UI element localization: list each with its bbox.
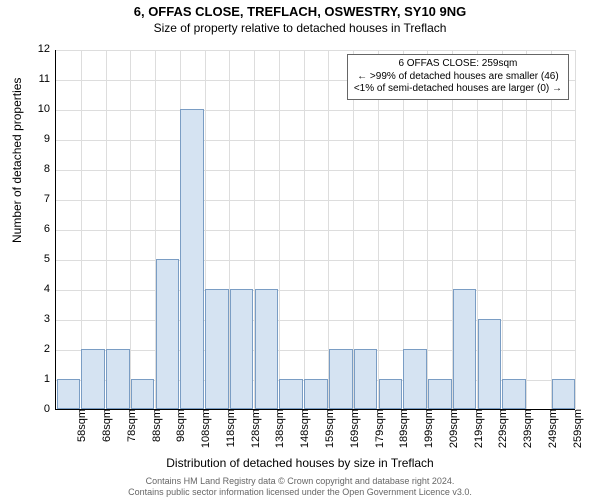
histogram-bar <box>403 349 427 409</box>
gridline-horizontal <box>56 260 575 261</box>
x-tick-label: 138sqm <box>270 409 286 448</box>
histogram-bar <box>329 349 353 409</box>
gridline-horizontal <box>56 230 575 231</box>
plot: 012345678910111258sqm68sqm78sqm88sqm98sq… <box>55 50 575 410</box>
gridline-horizontal <box>56 290 575 291</box>
x-tick-label: 159sqm <box>320 409 336 448</box>
histogram-bar <box>354 349 378 409</box>
x-tick-label: 199sqm <box>419 409 435 448</box>
y-tick-label: 6 <box>44 223 56 235</box>
gridline-vertical <box>575 50 576 409</box>
x-tick-label: 58sqm <box>72 409 88 442</box>
histogram-bar <box>131 379 155 409</box>
histogram-bar <box>81 349 105 409</box>
histogram-bar <box>478 319 502 409</box>
x-tick-label: 229sqm <box>493 409 509 448</box>
gridline-vertical <box>279 50 280 409</box>
x-tick-label: 209sqm <box>444 409 460 448</box>
histogram-bar <box>230 289 254 409</box>
x-tick-label: 118sqm <box>221 409 237 447</box>
plot-area: 012345678910111258sqm68sqm78sqm88sqm98sq… <box>55 50 575 410</box>
annotation-line: <1% of semi-detached houses are larger (… <box>354 83 562 96</box>
y-tick-label: 11 <box>39 73 56 85</box>
histogram-bar <box>106 349 130 409</box>
x-tick-label: 179sqm <box>370 409 386 448</box>
x-tick-label: 169sqm <box>345 409 361 448</box>
histogram-bar <box>552 379 576 409</box>
histogram-bar <box>428 379 452 409</box>
x-tick-label: 249sqm <box>543 409 559 448</box>
histogram-bar <box>453 289 477 409</box>
gridline-vertical <box>551 50 552 409</box>
gridline-horizontal <box>56 200 575 201</box>
x-tick-label: 259sqm <box>568 409 584 448</box>
x-tick-label: 88sqm <box>147 409 163 442</box>
gridline-vertical <box>526 50 527 409</box>
footer-line: Contains public sector information licen… <box>0 487 600 498</box>
y-tick-label: 12 <box>38 43 56 55</box>
histogram-bar <box>379 379 403 409</box>
annotation-box: 6 OFFAS CLOSE: 259sqm← >99% of detached … <box>347 54 569 100</box>
y-tick-label: 10 <box>38 103 56 115</box>
gridline-horizontal <box>56 170 575 171</box>
histogram-bar <box>180 109 204 409</box>
y-tick-label: 8 <box>44 163 56 175</box>
y-tick-label: 0 <box>44 403 56 415</box>
y-tick-label: 1 <box>44 373 56 385</box>
x-tick-label: 239sqm <box>518 409 534 448</box>
title-block: 6, OFFAS CLOSE, TREFLACH, OSWESTRY, SY10… <box>0 0 600 35</box>
y-tick-label: 5 <box>44 253 56 265</box>
gridline-vertical <box>304 50 305 409</box>
y-tick-label: 7 <box>44 193 56 205</box>
footer-credits: Contains HM Land Registry data © Crown c… <box>0 476 600 499</box>
gridline-horizontal <box>56 50 575 51</box>
x-tick-label: 78sqm <box>122 409 138 442</box>
annotation-line: ← >99% of detached houses are smaller (4… <box>354 71 562 84</box>
x-tick-label: 128sqm <box>246 409 262 448</box>
histogram-bar <box>304 379 328 409</box>
gridline-vertical <box>502 50 503 409</box>
gridline-horizontal <box>56 140 575 141</box>
x-tick-label: 98sqm <box>171 409 187 442</box>
histogram-bar <box>156 259 180 409</box>
y-axis-title: Number of detached properties <box>10 78 24 243</box>
gridline-vertical <box>378 50 379 409</box>
y-tick-label: 3 <box>44 313 56 325</box>
y-tick-label: 9 <box>44 133 56 145</box>
chart-container: { "chart": { "type": "histogram", "title… <box>0 0 600 500</box>
x-tick-label: 148sqm <box>295 409 311 448</box>
histogram-bar <box>502 379 526 409</box>
title-main: 6, OFFAS CLOSE, TREFLACH, OSWESTRY, SY10… <box>0 4 600 19</box>
gridline-vertical <box>130 50 131 409</box>
title-sub: Size of property relative to detached ho… <box>0 21 600 35</box>
histogram-bar <box>205 289 229 409</box>
x-tick-label: 108sqm <box>196 409 212 448</box>
gridline-vertical <box>427 50 428 409</box>
footer-line: Contains HM Land Registry data © Crown c… <box>0 476 600 487</box>
gridline-horizontal <box>56 110 575 111</box>
annotation-line: 6 OFFAS CLOSE: 259sqm <box>354 58 562 71</box>
y-tick-label: 4 <box>44 283 56 295</box>
x-tick-label: 219sqm <box>469 409 485 448</box>
y-tick-label: 2 <box>44 343 56 355</box>
x-tick-label: 68sqm <box>97 409 113 442</box>
x-axis-title: Distribution of detached houses by size … <box>0 456 600 470</box>
histogram-bar <box>57 379 81 409</box>
histogram-bar <box>255 289 279 409</box>
histogram-bar <box>279 379 303 409</box>
x-tick-label: 189sqm <box>394 409 410 448</box>
